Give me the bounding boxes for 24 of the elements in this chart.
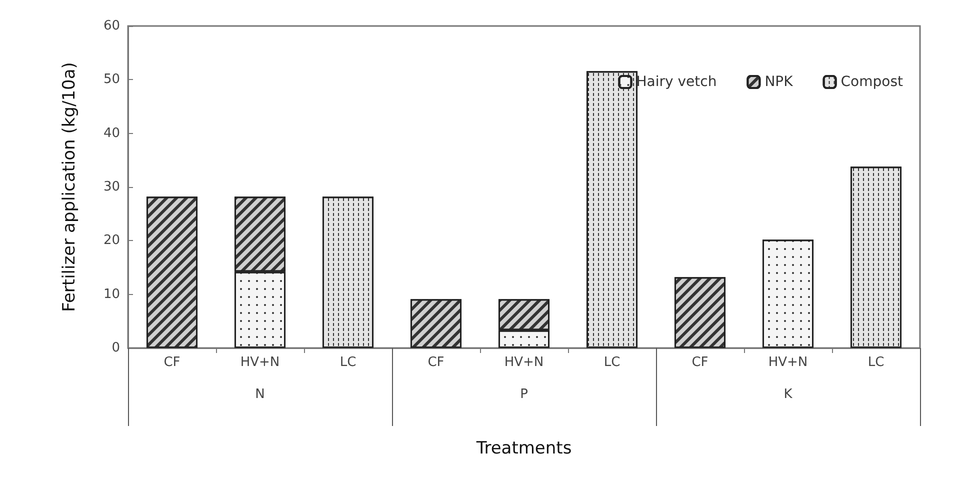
x-tick-label: LC <box>868 355 884 370</box>
y-axis-title: Fertilizer application (kg/10a) <box>60 62 80 312</box>
x-tick-label: HV+N <box>240 355 280 370</box>
x-axis-title: Treatments <box>475 438 572 458</box>
x-tick-label: LC <box>604 355 620 370</box>
y-tick-label: 40 <box>103 126 120 141</box>
text: P <box>520 387 528 402</box>
x-tick-label: HV+N <box>504 355 544 370</box>
text: N <box>255 387 265 402</box>
text: K <box>784 387 793 402</box>
legend-label: NPK <box>764 74 794 90</box>
y-tick-label: 50 <box>103 72 120 88</box>
x-tick-label: LC <box>340 355 356 370</box>
x-tick-label: HV+N <box>768 355 808 370</box>
y-tick-label: 10 <box>103 286 120 302</box>
x-tick-label: CF <box>164 355 180 370</box>
legend-label: Compost <box>840 74 904 90</box>
y-tick-label: 30 <box>103 180 120 194</box>
y-tick-label: 0 <box>112 340 120 356</box>
y-tick-label: 60 <box>103 18 120 34</box>
legend-label: Hairy vetch <box>636 74 717 90</box>
y-tick-label: 20 <box>103 233 120 248</box>
x-tick-label: CF <box>692 355 708 370</box>
x-tick-label: CF <box>428 355 444 370</box>
